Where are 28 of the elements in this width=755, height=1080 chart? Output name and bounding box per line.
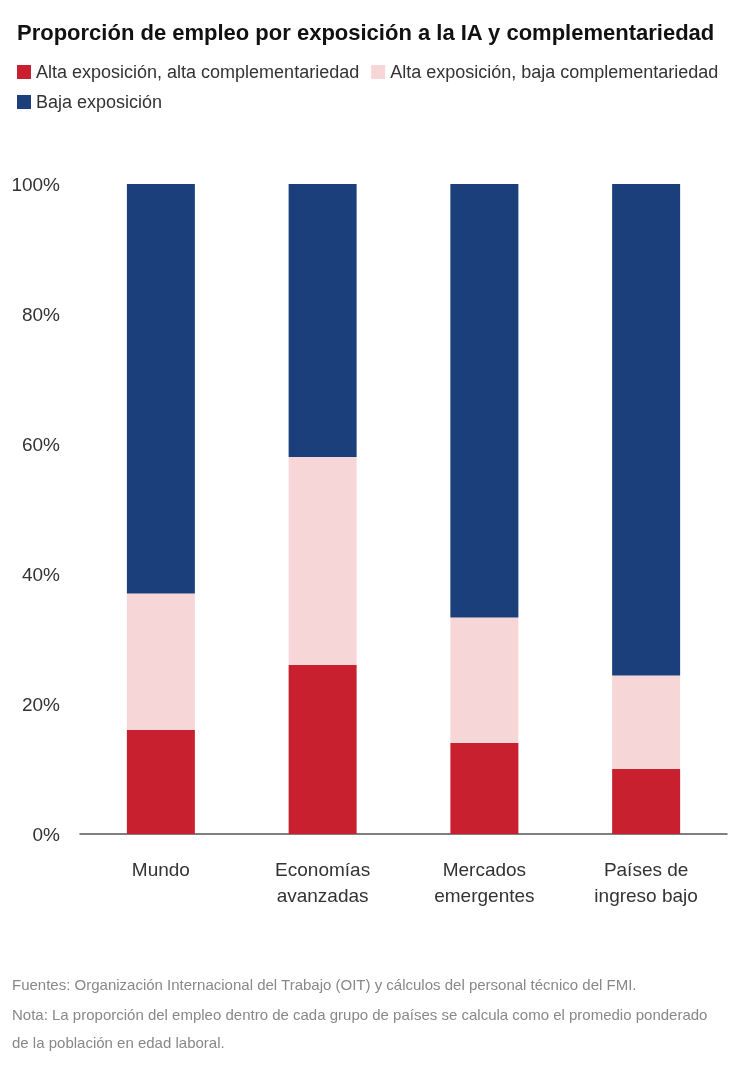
y-tick-label: 60%: [21, 433, 61, 455]
bar: [612, 184, 681, 676]
x-tick-label: Economías avanzadas: [275, 858, 371, 906]
y-tick-label: 0%: [32, 823, 61, 845]
bar: [126, 593, 195, 730]
x-tick-label: Mundo: [131, 858, 190, 880]
bar: [288, 665, 357, 834]
chart-title: Proporción de empleo por exposición a la IA y complementariedad: [17, 19, 715, 45]
y-tick-label: 80%: [21, 303, 61, 325]
bar: [612, 769, 681, 834]
legend-label: Baja exposición: [36, 92, 163, 112]
bar: [450, 743, 519, 834]
x-tick-label: Mercados emergentes: [434, 858, 535, 906]
source-note: Fuentes: Organización Internacional del Trabajo (OIT) y cálculos del personal técnico del FMI.: [12, 975, 637, 993]
bar: [126, 184, 195, 594]
legend-label: Alta exposición, baja complementariedad: [390, 62, 719, 82]
bar: [288, 184, 357, 457]
bar: [450, 617, 519, 743]
bar: [450, 184, 519, 618]
y-tick-label: 20%: [21, 693, 61, 715]
bar: [612, 675, 681, 769]
legend-label: Alta exposición, alta complementariedad: [36, 62, 360, 82]
bar: [126, 730, 195, 834]
y-tick-label: 40%: [21, 563, 61, 585]
text: Nota: La proporción del empleo dentro de cada grupo de países se calcula como el promedio ponderado de la población en edad laboral.: [12, 1005, 712, 1051]
bar: [288, 457, 357, 665]
y-tick-label: 100%: [11, 173, 61, 195]
x-tick-label: Países de ingreso bajo: [594, 858, 698, 906]
